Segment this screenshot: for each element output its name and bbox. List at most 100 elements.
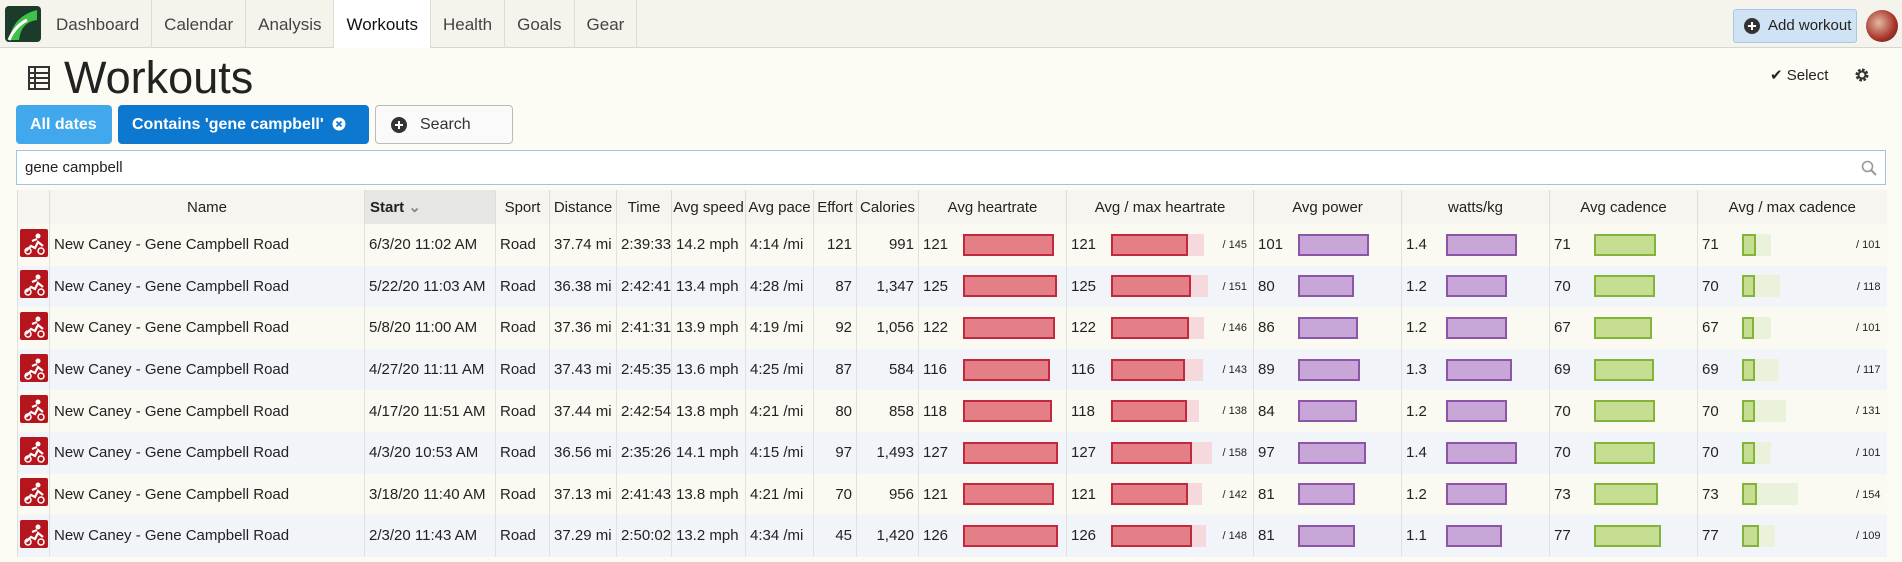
nav-tab[interactable]: Gear	[575, 0, 638, 48]
bar	[1111, 400, 1187, 423]
nav-tab[interactable]: Analysis	[246, 0, 335, 48]
header-label: Effort	[817, 198, 853, 216]
max-bar	[1191, 275, 1208, 298]
bar-cell: 70	[1549, 431, 1698, 474]
workout-row[interactable]: New Caney - Gene Campbell Road 5/8/20 11:…	[17, 307, 1887, 349]
workout-row[interactable]: New Caney - Gene Campbell Road 3/18/20 11…	[17, 473, 1887, 516]
cell-text: 14.1 mph	[676, 444, 739, 462]
nav-tab[interactable]: Calendar	[152, 0, 247, 48]
cell-text: 2:39:33	[621, 236, 672, 254]
column-header[interactable]: Avg speed	[671, 190, 746, 224]
column-header[interactable]: Start ⌄	[364, 190, 496, 224]
cell-value: 116	[923, 361, 947, 379]
column-header[interactable]: Time	[616, 190, 672, 224]
cell-calories: 858	[856, 390, 919, 432]
bar-box: 127	[923, 432, 1062, 474]
column-header[interactable]: Avg cadence	[1549, 190, 1698, 224]
nav-tab[interactable]: Dashboard	[44, 0, 153, 48]
settings-icon[interactable]	[1854, 67, 1870, 83]
bar-box: 1.2	[1406, 266, 1545, 308]
cell-text: 2:35:26	[621, 444, 672, 462]
bar-cell: 121	[918, 473, 1067, 516]
bar	[1594, 233, 1656, 256]
bar	[1111, 233, 1189, 256]
nav-tab[interactable]: Goals	[505, 0, 575, 48]
cell-sport: Road	[495, 473, 550, 516]
remove-icon[interactable]	[332, 117, 346, 131]
column-header[interactable]: Avg heartrate	[918, 190, 1067, 224]
cell-text: 4:21 /mi	[750, 485, 804, 503]
bar-box: 71	[1554, 224, 1693, 266]
cell-pace: 4:14 /mi	[745, 224, 814, 266]
max-value: / 151	[1222, 280, 1247, 293]
cell-value: 70	[1554, 444, 1571, 462]
cell-text: 5/22/20 11:03 AM	[369, 277, 486, 295]
cell-text: 6/3/20 11:02 AM	[369, 236, 478, 254]
cell-value: 127	[923, 444, 949, 462]
search-by-button[interactable]: Search by...	[375, 105, 513, 170]
workout-row[interactable]: New Caney - Gene Campbell Road 2/3/20 11:…	[17, 515, 1887, 557]
bar	[1742, 275, 1756, 298]
column-header[interactable]: Avg power	[1253, 190, 1402, 224]
cell-start: 4/3/20 10:53 AM	[364, 431, 496, 474]
bar-box: 1.2	[1406, 307, 1545, 349]
cell-start: 4/17/20 11:51 AM	[364, 390, 496, 432]
cell-text: 13.6 mph	[676, 361, 739, 379]
cell-time: 2:41:43	[616, 473, 672, 516]
bar	[963, 400, 1052, 423]
cell-distance: 37.29 mi	[549, 515, 617, 557]
cell-value: 69	[1702, 361, 1719, 379]
add-workout-button[interactable]: Add workout	[1733, 9, 1857, 43]
cell-value: 101	[1258, 236, 1284, 254]
sport-icon-cell	[17, 224, 50, 266]
workout-row[interactable]: New Caney - Gene Campbell Road 5/22/20 11…	[17, 265, 1887, 308]
workout-row[interactable]: New Caney - Gene Campbell Road 4/3/20 10:…	[17, 431, 1887, 474]
workout-row[interactable]: New Caney - Gene Campbell Road 4/17/20 11…	[17, 390, 1887, 432]
column-header[interactable]: Avg pace	[745, 190, 814, 224]
nav-tab[interactable]: Workouts	[334, 0, 431, 48]
bar-cell: 71 / 101	[1697, 224, 1887, 266]
column-header[interactable]: Effort	[813, 190, 857, 224]
filter-dates[interactable]: All dates	[16, 105, 112, 144]
filter-contains[interactable]: Contains 'gene campbell'	[118, 105, 369, 144]
column-header[interactable]: Calories	[856, 190, 919, 224]
cell-text: 1,056	[876, 319, 914, 337]
cell-text: 1,493	[876, 444, 914, 462]
workout-row[interactable]: New Caney - Gene Campbell Road 6/3/20 11:…	[17, 224, 1887, 266]
tab-bar: Dashboard Calendar Analysis Workouts Health G…	[44, 0, 638, 48]
bar-box: 81	[1258, 474, 1397, 516]
column-header[interactable]: Avg / max heartrate	[1066, 190, 1254, 224]
cell-sport: Road	[495, 348, 550, 391]
column-header[interactable]: Name	[49, 190, 365, 224]
bar-box: 77	[1554, 515, 1693, 557]
bar-cell: 116 / 143	[1066, 348, 1254, 391]
cell-speed: 13.8 mph	[671, 390, 746, 432]
cell-text: 45	[835, 527, 852, 545]
sport-icon	[20, 311, 48, 340]
search-input[interactable]: gene campbell	[16, 150, 1886, 185]
cell-value: 118	[923, 402, 947, 420]
cell-name: New Caney - Gene Campbell Road	[49, 473, 365, 516]
cell-text: 13.4 mph	[676, 277, 739, 295]
nav-tab[interactable]: Health	[431, 0, 506, 48]
column-header[interactable]: Distance	[549, 190, 617, 224]
bar-box: 121 / 142	[1071, 474, 1249, 516]
max-value: / 154	[1856, 488, 1881, 501]
cell-text: New Caney - Gene Campbell Road	[54, 361, 290, 379]
cell-value: 70	[1702, 444, 1719, 462]
cell-value: 69	[1554, 361, 1571, 379]
bar	[1446, 275, 1508, 298]
avatar[interactable]	[1866, 10, 1898, 42]
select-button[interactable]: ✔ Select	[1770, 66, 1828, 84]
header-label: Avg heartrate	[947, 198, 1038, 216]
cell-text: 37.36 mi	[554, 319, 612, 337]
logo[interactable]	[5, 6, 41, 42]
column-header[interactable]: watts/kg	[1401, 190, 1550, 224]
column-header[interactable]: Avg / max cadence	[1697, 190, 1887, 224]
bar	[963, 441, 1059, 464]
workout-row[interactable]: New Caney - Gene Campbell Road 4/27/20 11…	[17, 348, 1887, 391]
cell-pace: 4:21 /mi	[745, 473, 814, 516]
filter-label: All dates	[30, 116, 97, 133]
column-header[interactable]: Sport	[495, 190, 550, 224]
sport-icon-cell	[17, 307, 50, 349]
